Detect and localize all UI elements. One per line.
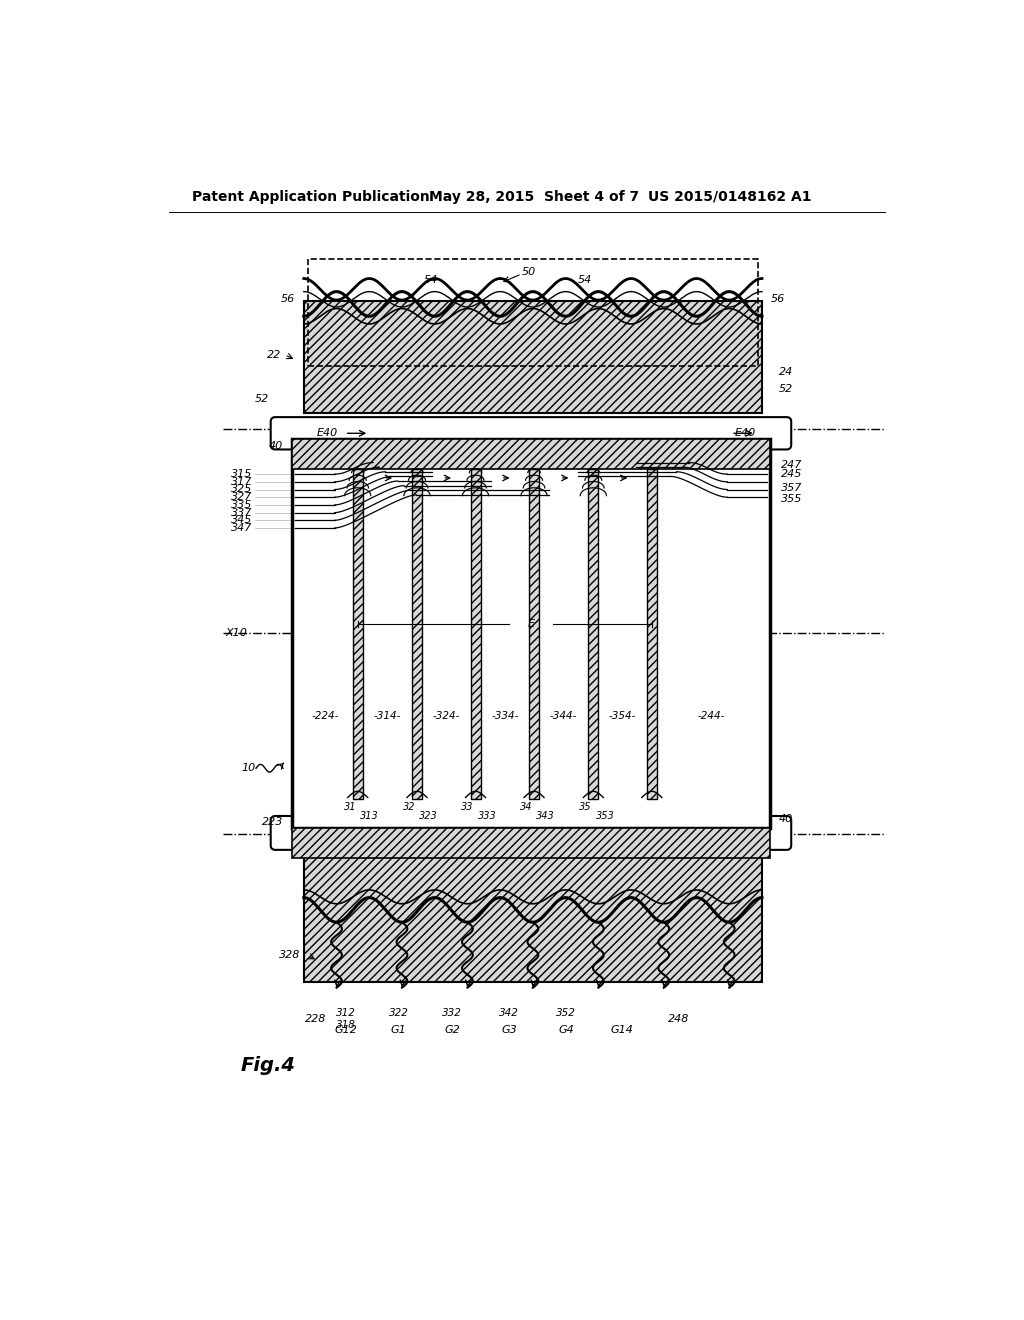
Text: 335: 335 [230, 500, 252, 510]
Text: 22: 22 [266, 350, 281, 360]
Text: -334-: -334- [492, 711, 518, 721]
Text: 315: 315 [230, 469, 252, 479]
Bar [589, 469, 598, 799]
Text: G2: G2 [444, 1026, 461, 1035]
Text: US 2015/0148162 A1: US 2015/0148162 A1 [648, 190, 811, 203]
Text: Patent Application Publication: Patent Application Publication [193, 190, 430, 203]
Text: 328: 328 [279, 950, 300, 961]
Text: 317: 317 [230, 477, 252, 487]
Text: 333: 333 [478, 810, 497, 821]
Text: 228: 228 [305, 1014, 326, 1024]
Text: 357: 357 [781, 483, 803, 492]
Text: 56: 56 [771, 293, 785, 304]
Text: G3: G3 [502, 1026, 517, 1035]
Text: 40: 40 [779, 814, 794, 824]
Text: 347: 347 [230, 523, 252, 533]
Text: 355: 355 [781, 494, 803, 504]
Bar [470, 469, 480, 799]
Text: 32: 32 [403, 801, 416, 812]
Text: 223: 223 [262, 817, 283, 828]
Text: 352: 352 [556, 1008, 577, 1019]
Text: 10: 10 [241, 763, 255, 774]
Text: 33: 33 [462, 801, 474, 812]
Text: 247: 247 [781, 459, 803, 470]
Text: 332: 332 [442, 1008, 463, 1019]
Text: 245: 245 [781, 469, 803, 479]
Text: G12: G12 [335, 1026, 357, 1035]
Text: -224-: -224- [311, 711, 339, 721]
Text: 50: 50 [521, 268, 536, 277]
Text: X10: X10 [225, 628, 248, 639]
Text: 322: 322 [388, 1008, 409, 1019]
Text: 343: 343 [537, 810, 555, 821]
FancyBboxPatch shape [270, 417, 792, 449]
Text: 312
318: 312 318 [336, 1008, 356, 1030]
Bar [292, 440, 770, 469]
Text: 34: 34 [520, 801, 532, 812]
Bar [292, 440, 770, 829]
Text: E40: E40 [316, 428, 338, 438]
Text: 24: 24 [779, 367, 794, 378]
Text: G4: G4 [558, 1026, 574, 1035]
Text: -354-: -354- [609, 711, 636, 721]
Text: E40: E40 [734, 428, 756, 438]
Bar [304, 301, 762, 412]
Bar [352, 469, 362, 799]
Text: 54: 54 [424, 275, 438, 285]
Text: -324-: -324- [432, 711, 460, 721]
Text: 40: 40 [268, 441, 283, 450]
Text: 325: 325 [230, 484, 252, 495]
Text: 345: 345 [230, 515, 252, 525]
Bar [304, 851, 762, 982]
Text: 56: 56 [281, 293, 295, 304]
Text: 35: 35 [580, 801, 592, 812]
Bar [292, 829, 770, 858]
Text: 342: 342 [500, 1008, 519, 1019]
Text: -244-: -244- [697, 711, 724, 721]
Text: 337: 337 [230, 508, 252, 517]
Text: 327: 327 [230, 492, 252, 502]
Text: 353: 353 [596, 810, 614, 821]
Bar [529, 469, 539, 799]
FancyBboxPatch shape [270, 816, 792, 850]
Text: G1: G1 [390, 1026, 407, 1035]
Text: 31: 31 [344, 801, 356, 812]
Text: 52: 52 [255, 393, 269, 404]
Text: G14: G14 [610, 1026, 633, 1035]
Text: 52: 52 [779, 384, 794, 395]
Text: 313: 313 [360, 810, 379, 821]
Bar [307, 259, 758, 367]
Text: 248: 248 [668, 1014, 689, 1024]
Text: 54: 54 [578, 275, 592, 285]
Bar [412, 469, 422, 799]
Text: Fig.4: Fig.4 [240, 1056, 295, 1074]
Bar [647, 469, 656, 799]
Text: -344-: -344- [550, 711, 578, 721]
Text: 323: 323 [419, 810, 438, 821]
Text: -314-: -314- [374, 711, 401, 721]
Text: May 28, 2015  Sheet 4 of 7: May 28, 2015 Sheet 4 of 7 [429, 190, 639, 203]
Text: E: E [527, 619, 535, 630]
